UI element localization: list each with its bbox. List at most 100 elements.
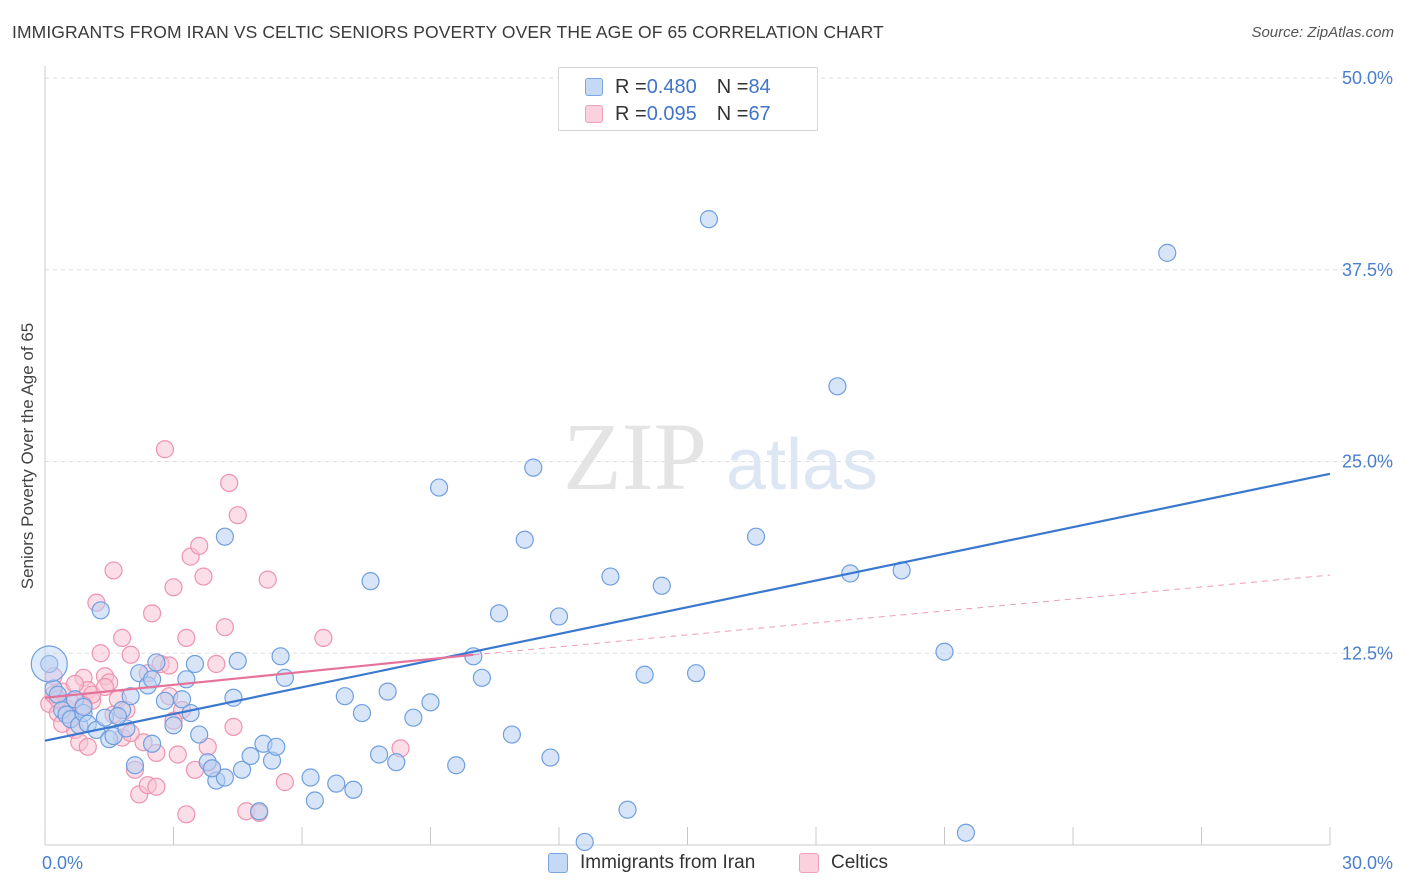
iran-point <box>155 691 175 710</box>
celtics-point <box>177 805 196 824</box>
iran-point <box>699 210 719 229</box>
y-tick-label: 12.5% <box>1342 643 1393 663</box>
iran-point <box>404 708 423 727</box>
celtics-point <box>168 745 187 764</box>
iran-point <box>502 725 521 744</box>
iran-point <box>190 725 209 744</box>
iran-point <box>91 601 110 620</box>
watermark: ZIP atlas <box>563 403 878 510</box>
celtics-points <box>40 440 410 824</box>
axes <box>44 66 1331 846</box>
celtics-point <box>91 644 110 663</box>
iran-point <box>541 748 560 767</box>
iran-point <box>48 685 67 704</box>
stats-legend: R = 0.480 N = 84 R = 0.095 N = 67 <box>558 67 818 131</box>
celtics-point <box>112 628 132 648</box>
celtics-point <box>155 440 175 459</box>
x-tick-label: 30.0% <box>1342 853 1393 873</box>
iran-point <box>250 802 269 821</box>
legend-r-label-celtics: R = <box>615 102 647 125</box>
iran-point <box>164 716 183 735</box>
y-tick-label: 25.0% <box>1342 452 1393 472</box>
legend-r-label-iran: R = <box>615 75 647 98</box>
celtics-point <box>121 645 140 664</box>
iran-point <box>215 768 234 787</box>
iran-point <box>549 607 569 626</box>
bottom-legend-swatch-celtics <box>799 853 819 873</box>
iran-point <box>447 756 466 775</box>
iran-point <box>74 697 93 717</box>
y-tick-label: 50.0% <box>1342 68 1393 88</box>
iran-point <box>185 654 205 674</box>
iran-point <box>177 670 196 689</box>
iran-point <box>618 800 637 819</box>
iran-point <box>232 760 252 779</box>
iran-point <box>935 642 954 661</box>
celtics-point <box>65 674 85 694</box>
celtics-point <box>177 628 196 648</box>
iran-point <box>515 530 534 549</box>
iran-point <box>271 647 290 666</box>
iran-point <box>327 774 346 793</box>
celtics-trend-line-dashed <box>473 574 1331 656</box>
iran-point <box>652 576 671 595</box>
legend-swatch-celtics <box>585 105 603 123</box>
grid-lines <box>45 77 1392 654</box>
celtics-point <box>142 604 162 623</box>
iran-point <box>181 703 200 723</box>
iran-point <box>601 567 620 586</box>
iran-point <box>575 832 594 852</box>
iran-point <box>142 734 162 753</box>
legend-n-value-iran: 84 <box>748 75 771 98</box>
iran-point <box>524 458 543 477</box>
iran-point <box>147 653 166 672</box>
iran-point <box>172 690 192 709</box>
celtics-point <box>78 737 97 756</box>
iran-point <box>421 693 440 712</box>
series-legend: Immigrants from Iran Celtics <box>0 852 1406 878</box>
iran-point <box>429 478 449 497</box>
watermark-zip: ZIP <box>563 403 707 510</box>
celtics-point <box>228 506 247 525</box>
celtics-point <box>215 618 234 637</box>
iran-point <box>1158 243 1177 262</box>
trend-lines <box>44 472 1331 742</box>
iran-point <box>370 745 389 764</box>
celtics-trend-line <box>44 653 474 699</box>
y-axis-label: Seniors Poverty Over the Age of 65 <box>18 323 37 589</box>
iran-point <box>202 759 222 778</box>
iran-trend-line <box>44 472 1331 742</box>
legend-r-value-celtics: 0.095 <box>646 102 697 125</box>
iran-point <box>241 746 260 766</box>
y-tick-label: 37.5% <box>1342 260 1393 280</box>
iran-point <box>142 670 162 689</box>
legend-row-iran: R = 0.480 N = 84 <box>585 75 771 99</box>
iran-point <box>275 668 294 687</box>
bottom-legend-label-celtics: Celtics <box>831 852 889 873</box>
iran-point <box>344 780 363 799</box>
iran-point <box>956 823 976 842</box>
iran-points <box>30 210 1177 852</box>
celtics-point <box>194 567 213 586</box>
iran-point <box>125 756 145 775</box>
bottom-legend-swatch-iran <box>548 853 568 873</box>
iran-point-large <box>30 645 68 683</box>
iran-point <box>108 707 127 726</box>
iran-point <box>378 682 397 701</box>
iran-point <box>472 668 491 687</box>
celtics-point <box>147 777 166 796</box>
iran-point <box>228 651 247 671</box>
celtics-point <box>207 654 226 674</box>
chart-source: Source: ZipAtlas.com <box>1251 24 1394 41</box>
iran-point <box>40 654 59 674</box>
celtics-point <box>190 536 209 555</box>
iran-point <box>686 664 706 683</box>
celtics-point <box>104 561 123 580</box>
x-tick-label: 0.0% <box>42 853 83 873</box>
iran-point <box>828 377 847 396</box>
chart-title: IMMIGRANTS FROM IRAN VS CELTIC SENIORS P… <box>12 22 884 42</box>
legend-n-label-iran: N = <box>716 75 749 98</box>
iran-point <box>352 703 372 723</box>
iran-point <box>121 687 140 706</box>
